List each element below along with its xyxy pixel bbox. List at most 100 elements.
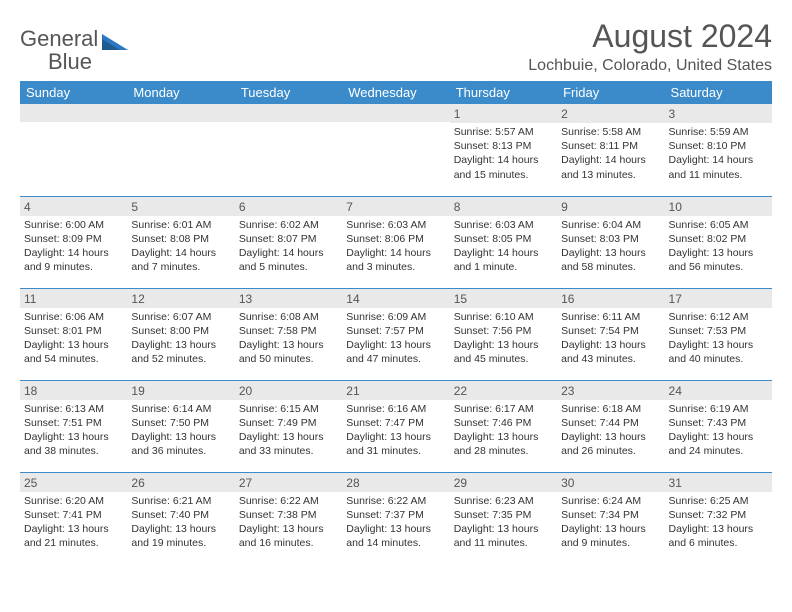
sunrise-text: Sunrise: 6:23 AM	[454, 494, 553, 508]
day-number: 28	[342, 473, 449, 492]
day-number: 14	[342, 289, 449, 308]
calendar-day-cell: 12Sunrise: 6:07 AMSunset: 8:00 PMDayligh…	[127, 288, 234, 380]
daylight-text: Daylight: 13 hours and 58 minutes.	[561, 246, 660, 274]
day-number: 10	[665, 197, 772, 216]
daylight-text: Daylight: 13 hours and 43 minutes.	[561, 338, 660, 366]
day-content: Sunrise: 6:12 AMSunset: 7:53 PMDaylight:…	[665, 308, 772, 371]
daylight-text: Daylight: 13 hours and 40 minutes.	[669, 338, 768, 366]
logo-text: General Blue	[20, 28, 98, 74]
sunrise-text: Sunrise: 6:18 AM	[561, 402, 660, 416]
sunrise-text: Sunrise: 6:03 AM	[454, 218, 553, 232]
sunrise-text: Sunrise: 6:15 AM	[239, 402, 338, 416]
sunrise-text: Sunrise: 6:16 AM	[346, 402, 445, 416]
sunset-text: Sunset: 8:03 PM	[561, 232, 660, 246]
sunrise-text: Sunrise: 6:20 AM	[24, 494, 123, 508]
calendar-day-cell	[235, 104, 342, 196]
day-content: Sunrise: 5:59 AMSunset: 8:10 PMDaylight:…	[665, 123, 772, 186]
sunset-text: Sunset: 7:46 PM	[454, 416, 553, 430]
sunset-text: Sunset: 8:00 PM	[131, 324, 230, 338]
day-content: Sunrise: 6:00 AMSunset: 8:09 PMDaylight:…	[20, 216, 127, 279]
sunset-text: Sunset: 8:08 PM	[131, 232, 230, 246]
sunset-text: Sunset: 7:41 PM	[24, 508, 123, 522]
daylight-text: Daylight: 14 hours and 5 minutes.	[239, 246, 338, 274]
day-number: 7	[342, 197, 449, 216]
col-saturday: Saturday	[665, 81, 772, 104]
sunrise-text: Sunrise: 6:17 AM	[454, 402, 553, 416]
day-number	[127, 104, 234, 122]
day-content: Sunrise: 6:02 AMSunset: 8:07 PMDaylight:…	[235, 216, 342, 279]
logo-text-general: General	[20, 26, 98, 51]
daylight-text: Daylight: 13 hours and 50 minutes.	[239, 338, 338, 366]
day-content	[235, 122, 342, 128]
sunset-text: Sunset: 7:44 PM	[561, 416, 660, 430]
day-number: 29	[450, 473, 557, 492]
col-friday: Friday	[557, 81, 664, 104]
sunrise-text: Sunrise: 6:10 AM	[454, 310, 553, 324]
daylight-text: Daylight: 14 hours and 7 minutes.	[131, 246, 230, 274]
day-content: Sunrise: 6:19 AMSunset: 7:43 PMDaylight:…	[665, 400, 772, 463]
calendar-day-cell: 26Sunrise: 6:21 AMSunset: 7:40 PMDayligh…	[127, 472, 234, 564]
day-content: Sunrise: 6:25 AMSunset: 7:32 PMDaylight:…	[665, 492, 772, 555]
day-number: 9	[557, 197, 664, 216]
day-content: Sunrise: 6:06 AMSunset: 8:01 PMDaylight:…	[20, 308, 127, 371]
calendar-day-cell: 2Sunrise: 5:58 AMSunset: 8:11 PMDaylight…	[557, 104, 664, 196]
calendar-day-cell: 23Sunrise: 6:18 AMSunset: 7:44 PMDayligh…	[557, 380, 664, 472]
day-number: 6	[235, 197, 342, 216]
daylight-text: Daylight: 14 hours and 1 minute.	[454, 246, 553, 274]
day-content	[20, 122, 127, 128]
sunset-text: Sunset: 8:10 PM	[669, 139, 768, 153]
day-number: 30	[557, 473, 664, 492]
sunset-text: Sunset: 7:32 PM	[669, 508, 768, 522]
day-number: 25	[20, 473, 127, 492]
daylight-text: Daylight: 14 hours and 3 minutes.	[346, 246, 445, 274]
day-content: Sunrise: 6:08 AMSunset: 7:58 PMDaylight:…	[235, 308, 342, 371]
day-content: Sunrise: 5:58 AMSunset: 8:11 PMDaylight:…	[557, 123, 664, 186]
day-number: 18	[20, 381, 127, 400]
day-content: Sunrise: 6:01 AMSunset: 8:08 PMDaylight:…	[127, 216, 234, 279]
day-content: Sunrise: 6:03 AMSunset: 8:05 PMDaylight:…	[450, 216, 557, 279]
sunrise-text: Sunrise: 6:07 AM	[131, 310, 230, 324]
daylight-text: Daylight: 13 hours and 11 minutes.	[454, 522, 553, 550]
daylight-text: Daylight: 14 hours and 15 minutes.	[454, 153, 553, 181]
calendar-day-cell: 20Sunrise: 6:15 AMSunset: 7:49 PMDayligh…	[235, 380, 342, 472]
day-content: Sunrise: 6:20 AMSunset: 7:41 PMDaylight:…	[20, 492, 127, 555]
day-number	[20, 104, 127, 122]
day-number: 13	[235, 289, 342, 308]
logo-triangle-icon	[102, 30, 128, 50]
calendar-day-cell	[127, 104, 234, 196]
day-number: 17	[665, 289, 772, 308]
day-number: 26	[127, 473, 234, 492]
sunset-text: Sunset: 8:11 PM	[561, 139, 660, 153]
day-content	[342, 122, 449, 128]
day-number: 16	[557, 289, 664, 308]
day-number: 1	[450, 104, 557, 123]
calendar-day-cell: 28Sunrise: 6:22 AMSunset: 7:37 PMDayligh…	[342, 472, 449, 564]
calendar-day-cell	[20, 104, 127, 196]
day-number: 15	[450, 289, 557, 308]
daylight-text: Daylight: 13 hours and 26 minutes.	[561, 430, 660, 458]
daylight-text: Daylight: 13 hours and 56 minutes.	[669, 246, 768, 274]
daylight-text: Daylight: 13 hours and 21 minutes.	[24, 522, 123, 550]
calendar-day-cell: 19Sunrise: 6:14 AMSunset: 7:50 PMDayligh…	[127, 380, 234, 472]
day-number: 27	[235, 473, 342, 492]
calendar-day-cell: 9Sunrise: 6:04 AMSunset: 8:03 PMDaylight…	[557, 196, 664, 288]
daylight-text: Daylight: 13 hours and 45 minutes.	[454, 338, 553, 366]
month-title: August 2024	[528, 18, 772, 55]
daylight-text: Daylight: 13 hours and 54 minutes.	[24, 338, 123, 366]
sunrise-text: Sunrise: 6:02 AM	[239, 218, 338, 232]
calendar-day-cell: 14Sunrise: 6:09 AMSunset: 7:57 PMDayligh…	[342, 288, 449, 380]
daylight-text: Daylight: 14 hours and 11 minutes.	[669, 153, 768, 181]
calendar-day-cell	[342, 104, 449, 196]
day-number: 20	[235, 381, 342, 400]
calendar-day-cell: 7Sunrise: 6:03 AMSunset: 8:06 PMDaylight…	[342, 196, 449, 288]
sunrise-text: Sunrise: 6:21 AM	[131, 494, 230, 508]
calendar-day-cell: 4Sunrise: 6:00 AMSunset: 8:09 PMDaylight…	[20, 196, 127, 288]
calendar-week-row: 4Sunrise: 6:00 AMSunset: 8:09 PMDaylight…	[20, 196, 772, 288]
daylight-text: Daylight: 13 hours and 6 minutes.	[669, 522, 768, 550]
sunrise-text: Sunrise: 6:14 AM	[131, 402, 230, 416]
day-number: 8	[450, 197, 557, 216]
day-number: 5	[127, 197, 234, 216]
daylight-text: Daylight: 14 hours and 13 minutes.	[561, 153, 660, 181]
calendar-day-cell: 11Sunrise: 6:06 AMSunset: 8:01 PMDayligh…	[20, 288, 127, 380]
sunset-text: Sunset: 7:34 PM	[561, 508, 660, 522]
